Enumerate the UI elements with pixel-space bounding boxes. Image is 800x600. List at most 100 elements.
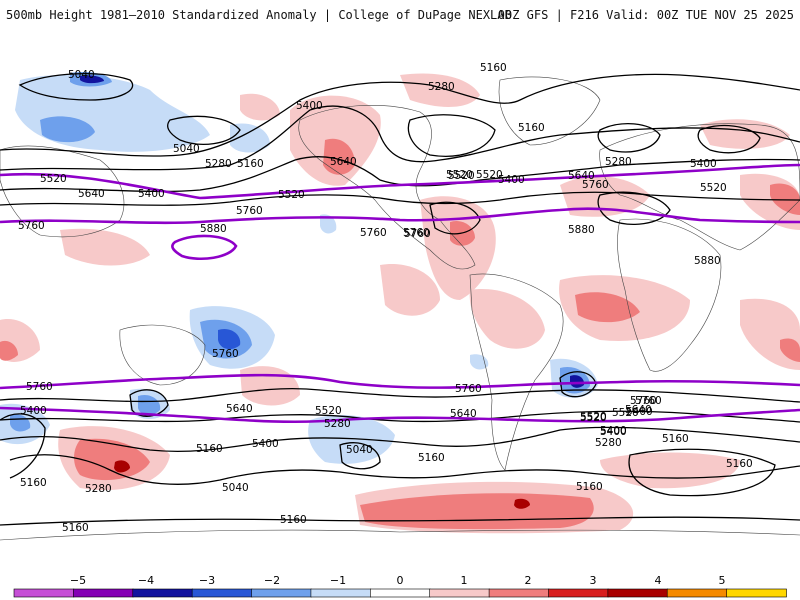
contour-label: 5880 xyxy=(694,255,721,267)
contour-label: 5040 xyxy=(222,482,249,494)
contour-label: 5760 xyxy=(212,348,239,360)
anomaly-positive-strong xyxy=(0,340,18,361)
contour-label: 5400 xyxy=(20,405,47,417)
contour-label: 5760 xyxy=(630,395,657,407)
contour-label: 5280 xyxy=(428,81,455,93)
contour-label: 5160 xyxy=(518,122,545,134)
contour-label: 5520 xyxy=(580,411,607,423)
legend-ticks: −5 −4 −3 −2 −1 0 1 2 3 4 5 xyxy=(70,574,726,587)
legend-tick: 0 xyxy=(397,574,404,587)
legend-tick: −3 xyxy=(199,574,215,587)
contour-label: 5520 xyxy=(580,412,607,424)
contour-label: 5640 xyxy=(78,188,105,200)
contour-line xyxy=(0,156,800,193)
contour-5520-south xyxy=(0,406,800,424)
contour-label: 5760 xyxy=(18,220,45,232)
legend-color-swatch xyxy=(726,588,787,598)
anomaly-negative-max xyxy=(80,75,104,84)
contour-label: 5760 xyxy=(455,383,482,395)
legend-color-swatch xyxy=(370,588,431,598)
contour-5880-closed xyxy=(171,234,238,260)
anomaly-positive-strong xyxy=(780,338,800,362)
contour-label: 5160 xyxy=(576,481,603,493)
contour-label: 5520 xyxy=(448,170,475,182)
anomaly-positive-strong xyxy=(323,138,355,175)
anomaly-positive-region xyxy=(380,264,440,316)
legend-tick: −1 xyxy=(330,574,346,587)
legend-color-swatch xyxy=(191,588,253,598)
contour-label: 5640 xyxy=(450,408,477,420)
coastlines xyxy=(0,76,800,541)
contour-label: 5160 xyxy=(20,477,47,489)
anomaly-shading xyxy=(0,72,800,534)
contour-label: 5160 xyxy=(62,522,89,534)
legend-tick: 4 xyxy=(655,574,662,587)
contour-line xyxy=(0,516,800,526)
contour-line xyxy=(0,388,800,403)
anomaly-positive-region xyxy=(469,289,545,349)
legend-color-swatch xyxy=(548,588,609,598)
anomaly-positive-max xyxy=(114,460,130,473)
legend-color-swatch xyxy=(73,588,134,598)
legend-tick: −5 xyxy=(70,574,86,587)
anomaly-negative-region xyxy=(320,214,337,234)
anomaly-map: 5040 5160 5280 5400 5160 5040 5280 5160 … xyxy=(0,60,800,545)
contour-label: 5520 xyxy=(315,405,342,417)
contour-label: 5520 xyxy=(446,169,473,181)
contour-line xyxy=(339,442,381,470)
contour-label: 5520 xyxy=(476,169,503,181)
anomaly-positive-strong xyxy=(74,438,150,481)
contour-label: 5760 xyxy=(404,228,431,240)
anomaly-negative-max xyxy=(570,375,585,388)
anomaly-negative-region xyxy=(308,415,395,464)
height-contours xyxy=(0,73,800,526)
legend-tick: −2 xyxy=(264,574,280,587)
anomaly-positive-region xyxy=(60,228,150,266)
contour-label: 5160 xyxy=(280,514,307,526)
contour-label: 5760 xyxy=(360,227,387,239)
anomaly-positive-region xyxy=(400,73,480,107)
legend-tick: 1 xyxy=(461,574,468,587)
contour-label: 5160 xyxy=(726,458,753,470)
color-legend: −5 −4 −3 −2 −1 0 1 2 3 4 5 xyxy=(13,574,787,598)
contour-line xyxy=(18,73,134,101)
contour-label: 5400 xyxy=(600,426,627,438)
contour-line xyxy=(597,123,661,153)
anomaly-positive-region xyxy=(240,93,280,121)
contour-label: 5760 xyxy=(582,179,609,191)
contour-line xyxy=(9,454,800,485)
legend-color-swatch xyxy=(251,588,312,598)
legend-tick: 2 xyxy=(525,574,532,587)
contour-line xyxy=(407,114,496,157)
contour-label: 5760 xyxy=(403,227,430,239)
contour-label: 5400 xyxy=(296,100,323,112)
contour-label: 5640 xyxy=(330,156,357,168)
contour-label: 5040 xyxy=(173,143,200,155)
contour-label: 5400 xyxy=(252,438,279,450)
legend-color-swatch xyxy=(310,588,372,598)
contour-labels: 5040 5160 5280 5400 5160 5040 5280 5160 … xyxy=(18,62,753,534)
contour-label: 5160 xyxy=(662,433,689,445)
map-title: 500mb Height 1981–2010 Standardized Anom… xyxy=(6,8,512,22)
legend-color-swatch xyxy=(488,588,550,598)
contour-line xyxy=(628,448,776,497)
contour-label: 5280 xyxy=(605,156,632,168)
contour-label: 5160 xyxy=(480,62,507,74)
contour-line xyxy=(167,115,241,145)
contour-line xyxy=(0,73,800,157)
africa-outline xyxy=(617,218,722,372)
contour-label: 5160 xyxy=(237,158,264,170)
greenland-outline xyxy=(498,76,601,146)
contour-label: 5160 xyxy=(418,452,445,464)
contour-line xyxy=(429,201,481,235)
europe-asia-outline xyxy=(599,123,800,251)
header: 500mb Height 1981–2010 Standardized Anom… xyxy=(0,0,800,28)
legend-color-swatch xyxy=(429,588,490,598)
contour-label: 5400 xyxy=(138,188,165,200)
contour-label: 5640 xyxy=(568,170,595,182)
contour-label: 5280 xyxy=(85,483,112,495)
legend-color-swatch xyxy=(666,588,728,598)
anomaly-negative-max xyxy=(218,328,241,350)
contour-label: 5280 xyxy=(324,418,351,430)
anomaly-positive-region xyxy=(700,119,790,149)
